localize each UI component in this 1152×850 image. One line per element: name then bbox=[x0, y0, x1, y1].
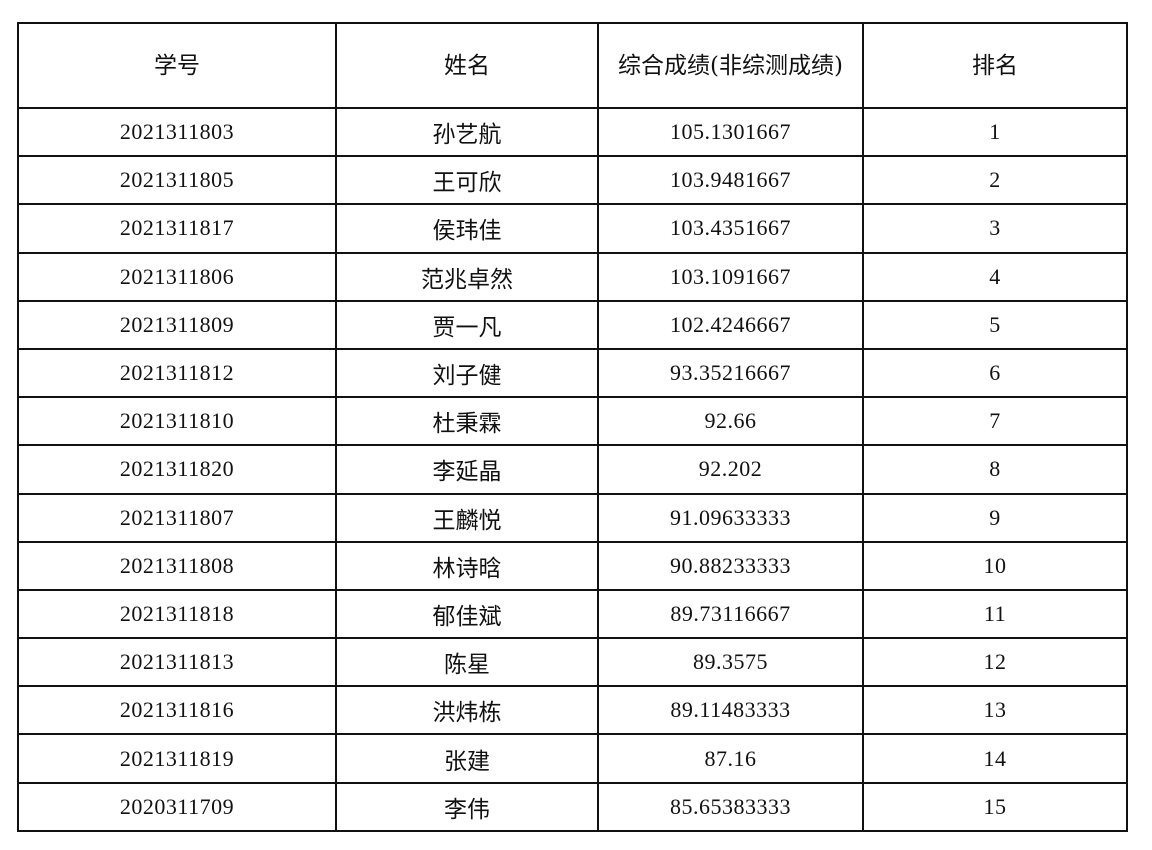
score-cell: 102.4246667 bbox=[597, 299, 864, 350]
score-cell: 103.9481667 bbox=[597, 155, 864, 206]
student-id-cell: 2021311809 bbox=[17, 299, 337, 350]
score-cell: 89.73116667 bbox=[597, 588, 864, 640]
name-cell: 王麟悦 bbox=[335, 492, 599, 543]
student-id-cell: 2021311807 bbox=[17, 492, 337, 543]
rank-cell: 1 bbox=[862, 106, 1128, 158]
rank-cell: 12 bbox=[862, 637, 1128, 688]
student-id-cell: 2021311816 bbox=[17, 685, 337, 736]
table-row: 2020311709 李伟 85.65383333 15 bbox=[17, 781, 1128, 832]
table-row: 2021311809 贾一凡 102.4246667 5 bbox=[17, 299, 1128, 350]
student-id-cell: 2021311803 bbox=[17, 106, 337, 158]
name-cell: 侯玮佳 bbox=[335, 203, 599, 254]
rank-cell: 6 bbox=[862, 347, 1128, 399]
rank-cell: 10 bbox=[862, 540, 1128, 591]
name-cell: 林诗晗 bbox=[335, 540, 599, 591]
score-cell: 90.88233333 bbox=[597, 540, 864, 591]
table-row: 2021311820 李延晶 92.202 8 bbox=[17, 444, 1128, 495]
student-id-cell: 2021311813 bbox=[17, 637, 337, 688]
table-row: 2021311819 张建 87.16 14 bbox=[17, 733, 1128, 784]
score-cell: 89.11483333 bbox=[597, 685, 864, 736]
table-row: 2021311817 侯玮佳 103.4351667 3 bbox=[17, 203, 1128, 254]
name-cell: 刘子健 bbox=[335, 347, 599, 399]
header-row: 学号 姓名 综合成绩(非综测成绩) 排名 bbox=[17, 22, 1128, 109]
score-cell: 92.66 bbox=[597, 396, 864, 447]
student-id-cell: 2021311812 bbox=[17, 347, 337, 399]
name-cell: 贾一凡 bbox=[335, 299, 599, 350]
student-id-cell: 2021311808 bbox=[17, 540, 337, 591]
name-cell: 李延晶 bbox=[335, 444, 599, 495]
table-body: 2021311803 孙艺航 105.1301667 1 2021311805 王可欣 10… bbox=[17, 106, 1128, 832]
header-rank: 排名 bbox=[862, 22, 1128, 109]
table-row: 2021311812 刘子健 93.35216667 6 bbox=[17, 347, 1128, 399]
score-cell: 91.09633333 bbox=[597, 492, 864, 543]
name-cell: 李伟 bbox=[335, 781, 599, 832]
name-cell: 郁佳斌 bbox=[335, 588, 599, 640]
name-cell: 杜秉霖 bbox=[335, 396, 599, 447]
ranking-table: 学号 姓名 综合成绩(非综测成绩) 排名 2021311803 孙艺航 105.13… bbox=[17, 22, 1128, 832]
rank-cell: 9 bbox=[862, 492, 1128, 543]
table-row: 2021311808 林诗晗 90.88233333 10 bbox=[17, 540, 1128, 591]
name-cell: 洪炜栋 bbox=[335, 685, 599, 736]
score-cell: 105.1301667 bbox=[597, 106, 864, 158]
name-cell: 张建 bbox=[335, 733, 599, 784]
student-id-cell: 2021311820 bbox=[17, 444, 337, 495]
rank-cell: 13 bbox=[862, 685, 1128, 736]
table-row: 2021311810 杜秉霖 92.66 7 bbox=[17, 396, 1128, 447]
score-cell: 85.65383333 bbox=[597, 781, 864, 832]
header-name: 姓名 bbox=[335, 22, 599, 109]
rank-cell: 3 bbox=[862, 203, 1128, 254]
student-id-cell: 2021311819 bbox=[17, 733, 337, 784]
student-id-cell: 2021311818 bbox=[17, 588, 337, 640]
table-row: 2021311803 孙艺航 105.1301667 1 bbox=[17, 106, 1128, 158]
name-cell: 王可欣 bbox=[335, 155, 599, 206]
table-row: 2021311818 郁佳斌 89.73116667 11 bbox=[17, 588, 1128, 640]
rank-cell: 15 bbox=[862, 781, 1128, 832]
name-cell: 范兆卓然 bbox=[335, 251, 599, 302]
table-row: 2021311816 洪炜栋 89.11483333 13 bbox=[17, 685, 1128, 736]
table-row: 2021311805 王可欣 103.9481667 2 bbox=[17, 155, 1128, 206]
table-row: 2021311806 范兆卓然 103.1091667 4 bbox=[17, 251, 1128, 302]
rank-cell: 7 bbox=[862, 396, 1128, 447]
student-id-cell: 2021311805 bbox=[17, 155, 337, 206]
score-cell: 103.4351667 bbox=[597, 203, 864, 254]
rank-cell: 8 bbox=[862, 444, 1128, 495]
student-id-cell: 2021311806 bbox=[17, 251, 337, 302]
name-cell: 陈星 bbox=[335, 637, 599, 688]
student-id-cell: 2020311709 bbox=[17, 781, 337, 832]
score-cell: 89.3575 bbox=[597, 637, 864, 688]
rank-cell: 2 bbox=[862, 155, 1128, 206]
score-cell: 93.35216667 bbox=[597, 347, 864, 399]
table-row: 2021311813 陈星 89.3575 12 bbox=[17, 637, 1128, 688]
rank-cell: 4 bbox=[862, 251, 1128, 302]
header-student-id: 学号 bbox=[17, 22, 337, 109]
score-cell: 103.1091667 bbox=[597, 251, 864, 302]
score-cell: 87.16 bbox=[597, 733, 864, 784]
rank-cell: 11 bbox=[862, 588, 1128, 640]
table-row: 2021311807 王麟悦 91.09633333 9 bbox=[17, 492, 1128, 543]
student-id-cell: 2021311810 bbox=[17, 396, 337, 447]
score-cell: 92.202 bbox=[597, 444, 864, 495]
student-id-cell: 2021311817 bbox=[17, 203, 337, 254]
name-cell: 孙艺航 bbox=[335, 106, 599, 158]
rank-cell: 5 bbox=[862, 299, 1128, 350]
header-score: 综合成绩(非综测成绩) bbox=[597, 22, 864, 109]
rank-cell: 14 bbox=[862, 733, 1128, 784]
